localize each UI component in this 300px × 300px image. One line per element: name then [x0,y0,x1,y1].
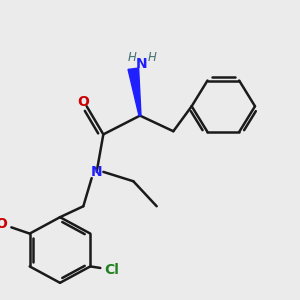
Text: H: H [147,51,156,64]
Text: N: N [91,165,103,179]
Text: N: N [136,57,148,71]
Text: H: H [127,51,136,64]
Text: Cl: Cl [104,262,119,277]
Polygon shape [128,68,141,116]
Text: O: O [0,217,7,231]
Text: O: O [77,94,89,109]
